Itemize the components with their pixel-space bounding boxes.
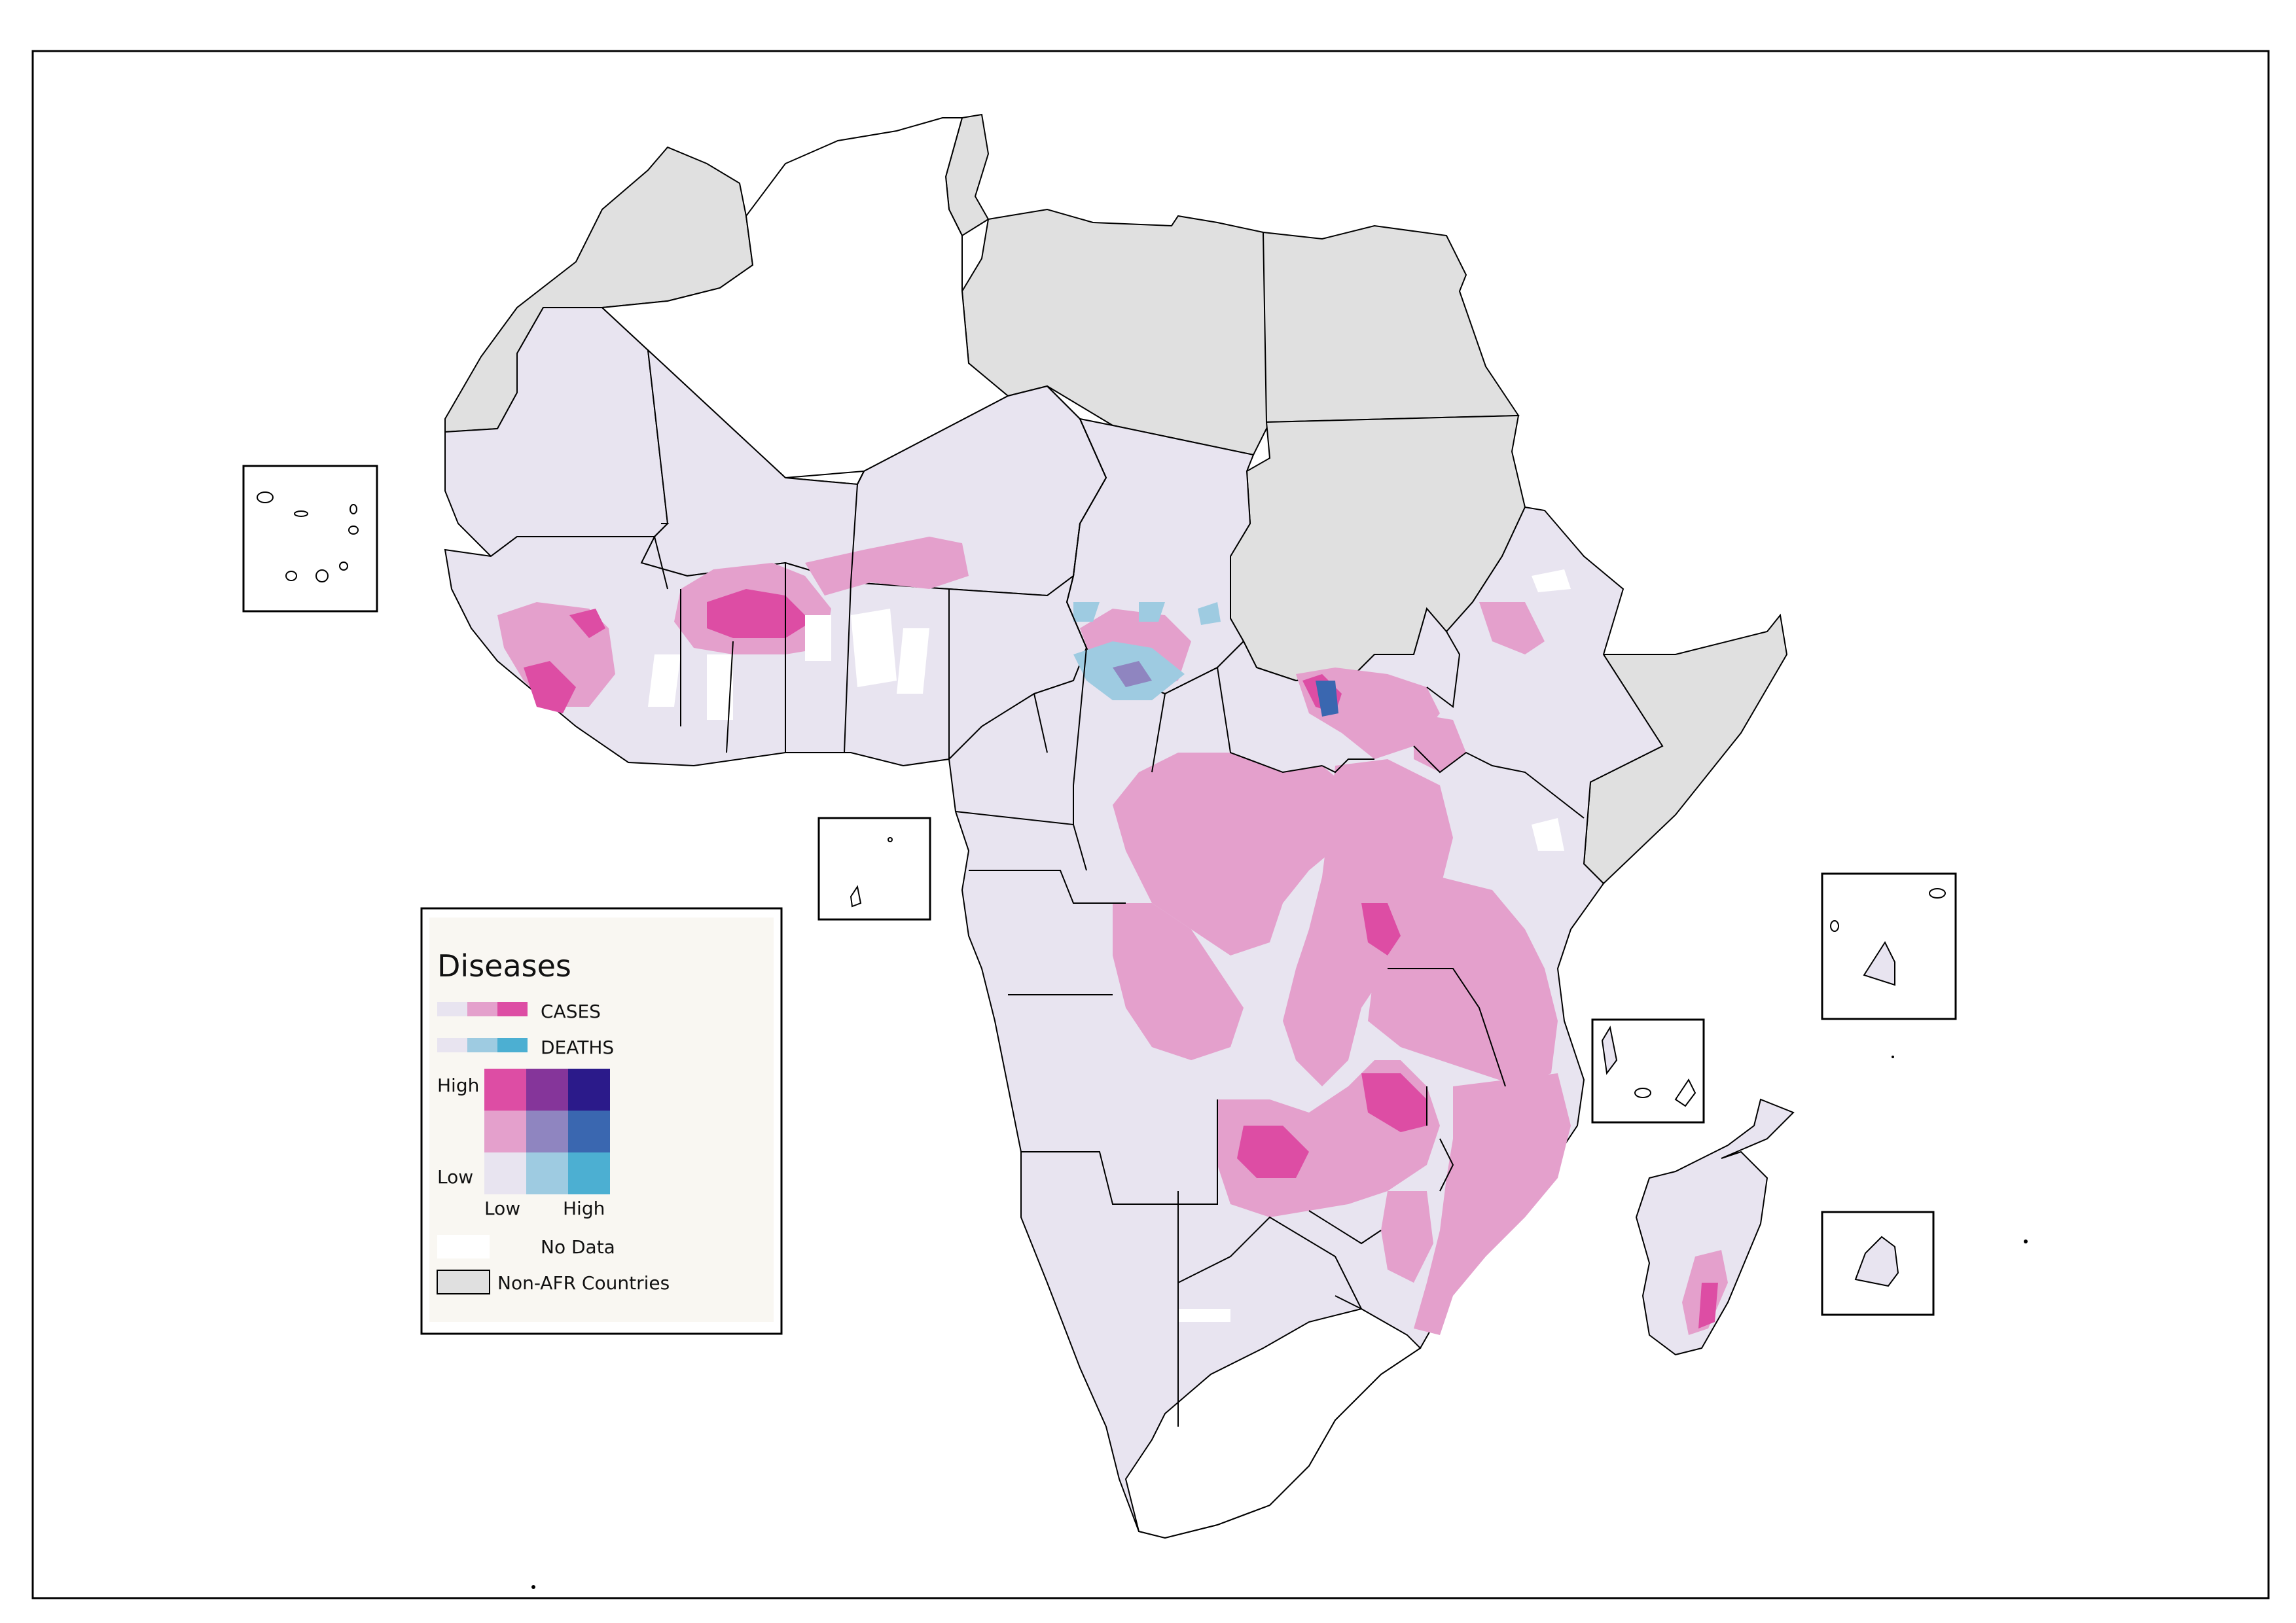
inset-comoros — [1591, 1018, 1705, 1124]
bivariate-cell — [568, 1069, 610, 1111]
legend-deaths-ramp — [437, 1038, 528, 1052]
country-borders — [517, 385, 1585, 1427]
legend-non-afr-label: Non-AFR Countries — [497, 1272, 670, 1294]
legend-panel: Diseases CASES DEATHS High Low Low High … — [420, 907, 783, 1335]
africa-map — [444, 113, 1795, 1539]
legend-cases-label: CASES — [541, 1001, 601, 1022]
region-south-africa — [1124, 1308, 1422, 1539]
bivariate-cell — [568, 1111, 610, 1152]
inset-cape-verde — [242, 465, 378, 613]
legend-bivariate-grid — [484, 1069, 610, 1194]
inset-seychelles — [1821, 872, 1957, 1020]
legend-axis-high-x: High — [563, 1198, 605, 1219]
inset-mauritius — [1821, 1211, 1935, 1316]
deaths-overlay — [1073, 602, 1338, 717]
bivariate-cell — [526, 1069, 568, 1111]
bivariate-cell — [568, 1152, 610, 1194]
legend-no-data-label: No Data — [541, 1236, 615, 1258]
legend-non-afr-swatch — [437, 1270, 490, 1294]
bivariate-cell — [484, 1152, 526, 1194]
bivariate-cell — [484, 1069, 526, 1111]
bivariate-cell — [526, 1152, 568, 1194]
legend-axis-low-y: Low — [437, 1166, 473, 1188]
legend-deaths-label: DEATHS — [541, 1037, 614, 1058]
legend-no-data-swatch — [437, 1235, 490, 1258]
region-madagascar — [1635, 1098, 1795, 1356]
bivariate-cell — [484, 1111, 526, 1152]
legend-axis-high-y: High — [437, 1075, 479, 1096]
inset-sao-tome — [817, 817, 931, 921]
legend-cases-ramp — [437, 1002, 528, 1016]
nodata-holes — [648, 569, 1571, 1322]
legend-title: Diseases — [437, 948, 571, 984]
bivariate-cell — [526, 1111, 568, 1152]
legend-axis-low-x: Low — [484, 1198, 520, 1219]
